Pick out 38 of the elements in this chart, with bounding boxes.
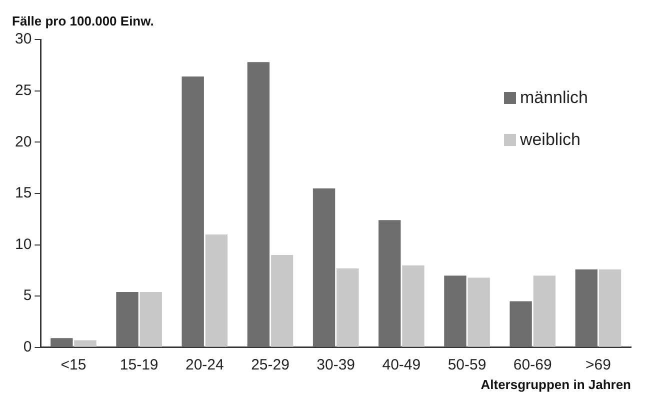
x-tick-label: 30-39 xyxy=(316,356,356,374)
x-tick-label: 40-49 xyxy=(382,356,421,374)
x-tick-label: 50-59 xyxy=(448,356,486,374)
bar xyxy=(116,292,138,347)
bar xyxy=(575,269,598,347)
y-tick-label: 30 xyxy=(14,30,32,48)
x-tick-label: <15 xyxy=(60,356,86,374)
x-tick-label: 15-19 xyxy=(120,356,158,374)
x-tick-label: >69 xyxy=(585,356,611,374)
bar xyxy=(336,268,359,347)
y-tick-label: 20 xyxy=(14,133,32,150)
legend-label: männlich xyxy=(520,88,588,108)
bar xyxy=(205,234,228,347)
bar xyxy=(312,188,336,347)
x-tick-label: 20-24 xyxy=(185,356,224,374)
chart-title: Fälle pro 100.000 Einw. xyxy=(12,13,154,28)
bar xyxy=(270,255,294,347)
y-tick-label: 25 xyxy=(14,82,32,100)
bar xyxy=(598,269,622,347)
bar xyxy=(74,340,96,347)
y-tick-label: 0 xyxy=(23,338,32,356)
bar xyxy=(468,278,490,347)
bar xyxy=(444,276,466,347)
bar xyxy=(533,276,556,347)
bar xyxy=(247,62,270,347)
x-tick-label: 60-69 xyxy=(513,356,552,374)
bar xyxy=(50,338,73,347)
bar xyxy=(378,220,401,347)
y-tick-label: 10 xyxy=(14,236,32,253)
x-axis-title: Altersgruppen in Jahren xyxy=(480,376,632,392)
bar xyxy=(182,76,204,347)
x-tick-label: 25-29 xyxy=(251,356,290,374)
y-tick-label: 15 xyxy=(14,184,32,202)
bar xyxy=(402,265,424,347)
y-tick-label: 5 xyxy=(23,287,32,304)
bar xyxy=(140,292,162,347)
legend-label: weiblich xyxy=(520,130,580,150)
bar xyxy=(510,301,532,347)
